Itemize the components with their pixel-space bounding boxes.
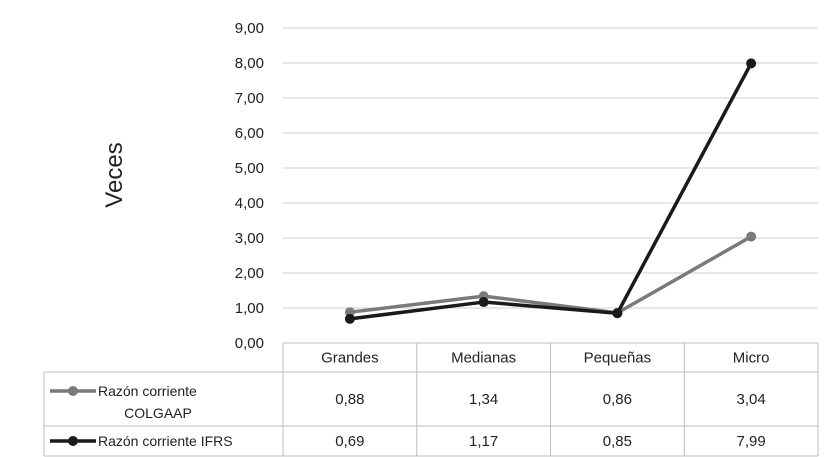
data-label: 0,88 [335,391,364,408]
data-label: 3,04 [737,391,766,408]
data-label: 0,86 [603,391,632,408]
y-tick-label: 0,00 [235,335,264,352]
series-line [349,62,753,321]
data-label: 1,17 [469,433,498,450]
y-axis-label: Veces [101,142,128,207]
data-label: 0,85 [603,433,632,450]
legend-key-marker [68,386,78,396]
y-tick-label: 2,00 [235,265,264,282]
category-label: Micro [733,350,770,367]
data-label: 0,69 [335,433,364,450]
data-point [478,297,489,308]
category-label: Pequeñas [584,350,652,367]
y-axis-ticks: 0,00 1,00 2,00 3,00 4,00 5,00 6,00 7,00 8,00 9,00 [235,20,264,352]
data-label: 7,99 [737,433,766,450]
y-tick-label: 6,00 [235,125,264,142]
data-point [612,308,623,319]
y-tick-label: 1,00 [235,300,264,317]
y-tick-label: 8,00 [235,55,264,72]
series-line [349,235,752,315]
legend-key-marker [68,436,78,446]
data-point [344,313,355,324]
data-point [746,58,757,69]
category-label: Medianas [451,350,516,367]
data-point [746,231,757,242]
legend-label: Razón corriente IFRS [98,433,233,449]
legend-label: Razón corriente [98,383,197,399]
gridlines [283,27,818,309]
series [344,58,757,324]
data-table: Grandes Medianas Pequeñas Micro Razón corrie… [43,342,819,457]
y-tick-label: 3,00 [235,230,264,247]
y-tick-label: 9,00 [235,20,264,37]
y-tick-label: 4,00 [235,195,264,212]
y-tick-label: 7,00 [235,90,264,107]
data-label: 1,34 [469,391,498,408]
category-label: Grandes [321,350,379,367]
y-tick-label: 5,00 [235,160,264,177]
legend-label: COLGAAP [124,405,192,421]
